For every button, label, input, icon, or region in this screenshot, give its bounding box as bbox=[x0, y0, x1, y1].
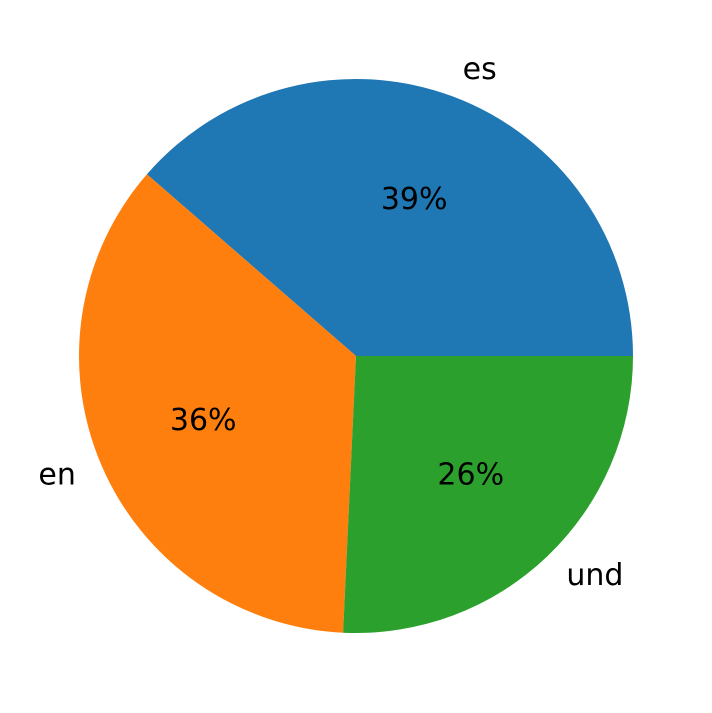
pie-slice bbox=[146, 79, 633, 356]
percent-label: 26% bbox=[437, 458, 504, 493]
pie-slice bbox=[343, 356, 633, 633]
slice-label: en bbox=[38, 457, 75, 492]
percent-label: 36% bbox=[170, 403, 237, 438]
pie-slice bbox=[78, 174, 356, 633]
slice-label: und bbox=[566, 558, 623, 593]
percent-label: 39% bbox=[381, 182, 448, 217]
slice-label: es bbox=[463, 52, 497, 87]
